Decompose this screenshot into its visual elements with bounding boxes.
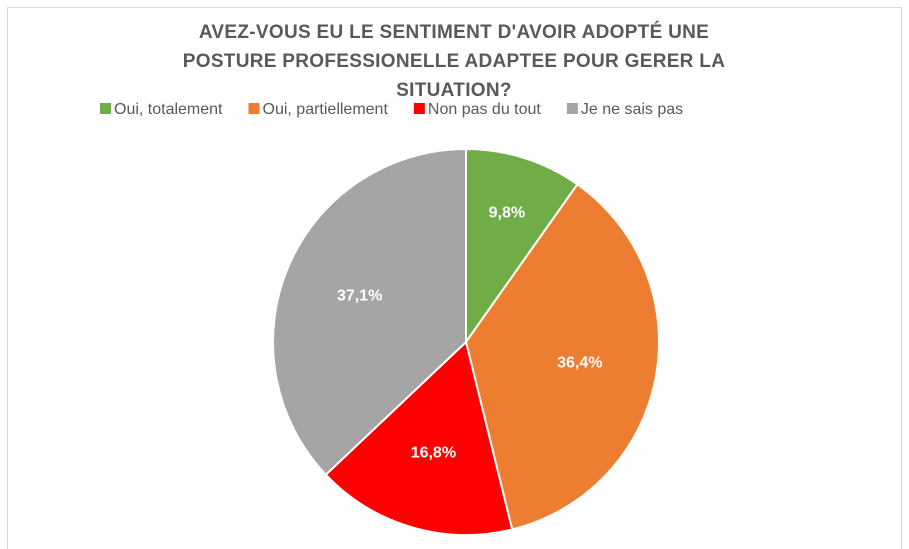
legend-marker — [248, 103, 260, 114]
pie-slice — [324, 340, 514, 536]
legend-marker — [413, 103, 425, 114]
pie-slice — [464, 182, 660, 531]
legend-label: Oui, totalement — [114, 101, 223, 118]
legend-label: Oui, partiellement — [263, 101, 389, 118]
chart-border — [7, 7, 902, 549]
pie-slice — [272, 147, 467, 477]
pie-slice — [465, 147, 579, 346]
legend-marker — [566, 103, 578, 114]
legend-label: Je ne sais pas — [581, 101, 683, 118]
legend-label: Non pas du tout — [428, 101, 542, 118]
chart-title: AVEZ-VOUS EU LE SENTIMENT D'AVOIR ADOPTÉ… — [182, 22, 726, 101]
data-label: 16,8% — [411, 444, 456, 461]
data-label: 9,8% — [489, 204, 525, 221]
data-label: 37,1% — [337, 287, 382, 304]
data-label: 36,4% — [557, 355, 602, 372]
legend-marker — [100, 103, 111, 114]
